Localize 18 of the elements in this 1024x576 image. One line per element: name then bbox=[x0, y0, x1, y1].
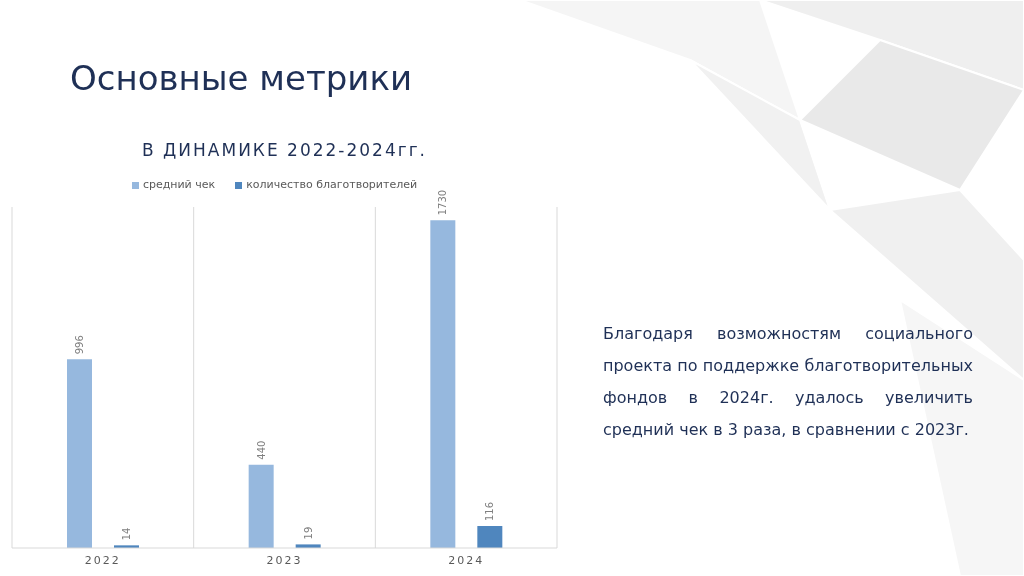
legend-label: количество благотворителей bbox=[246, 178, 418, 191]
text: Благодаря возможностям социального проекта по поддержке благотворительных фондов в 2024г. удалось увеличить средний чек в 3 раза, в сравнении с 2023г. bbox=[603, 323, 973, 441]
chart-title: Основные метрики bbox=[70, 58, 413, 98]
bar bbox=[477, 526, 503, 548]
data-label: 19 bbox=[302, 526, 314, 540]
data-label: 1730 bbox=[437, 189, 449, 216]
bar bbox=[67, 359, 92, 548]
data-label: 14 bbox=[121, 527, 132, 541]
data-label: 116 bbox=[484, 501, 496, 522]
x-tick-label: 2024 bbox=[448, 554, 485, 567]
chart-subtitle: В ДИНАМИКЕ 2022-2024гг. bbox=[141, 140, 428, 160]
data-label: 996 bbox=[74, 335, 85, 355]
legend-label: средний чек bbox=[142, 178, 216, 191]
bar bbox=[248, 464, 274, 548]
bar bbox=[430, 220, 456, 548]
x-tick-label: 2022 bbox=[84, 554, 121, 567]
data-label: 440 bbox=[255, 440, 267, 460]
x-tick-label: 2023 bbox=[266, 554, 303, 567]
